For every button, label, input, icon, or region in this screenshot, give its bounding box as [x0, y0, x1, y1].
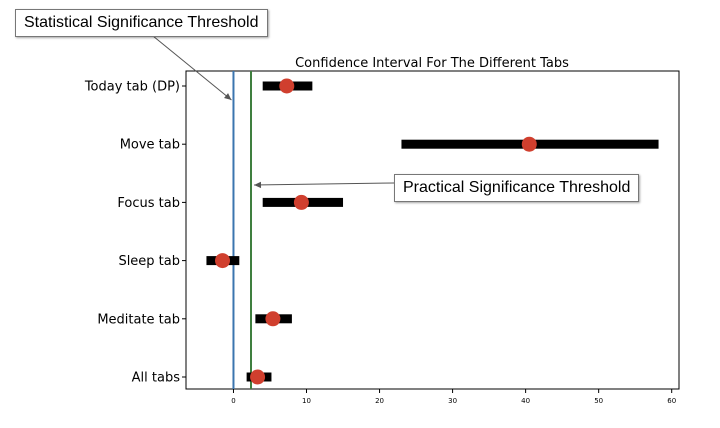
plot-frame	[185, 70, 680, 390]
point-estimate-marker	[279, 78, 295, 94]
y-tick-label: Move tab	[120, 138, 180, 153]
point-estimate-marker	[215, 253, 231, 269]
reference-lines	[232, 71, 253, 389]
y-tick-label: Focus tab	[117, 196, 180, 211]
x-tick-label: 60	[667, 397, 676, 405]
x-tick-label: 50	[594, 397, 603, 405]
x-tick-label: 30	[448, 397, 457, 405]
practical-threshold-arrow	[253, 181, 395, 189]
x-axis: 0 10 20 30 40 50 60	[231, 389, 676, 405]
point-estimate-marker	[250, 369, 266, 385]
y-tick-label: Today tab (DP)	[84, 80, 180, 95]
x-tick-label: 0	[231, 397, 235, 405]
x-tick-label: 40	[521, 397, 530, 405]
point-estimate-marker	[521, 136, 537, 152]
practical-threshold-callout: Practical Significance Threshold	[394, 174, 640, 202]
point-estimate-marker	[265, 311, 281, 327]
annotation-arrows	[152, 35, 395, 189]
y-tick-label: Sleep tab	[118, 254, 180, 269]
x-tick-label: 10	[302, 397, 311, 405]
statistical-threshold-callout: Statistical Significance Threshold	[15, 9, 268, 37]
chart-title: Confidence Interval For The Different Ta…	[295, 56, 569, 71]
point-estimate-marker	[293, 194, 309, 210]
y-tick-label: All tabs	[132, 371, 181, 386]
y-tick-label: Meditate tab	[97, 312, 180, 327]
confidence-intervals	[206, 81, 659, 382]
y-axis: Today tab (DP) Move tab Focus tab Sleep tab…	[84, 80, 186, 386]
x-tick-label: 20	[375, 397, 384, 405]
point-estimates	[215, 78, 537, 385]
statistical-threshold-arrow	[152, 35, 232, 101]
